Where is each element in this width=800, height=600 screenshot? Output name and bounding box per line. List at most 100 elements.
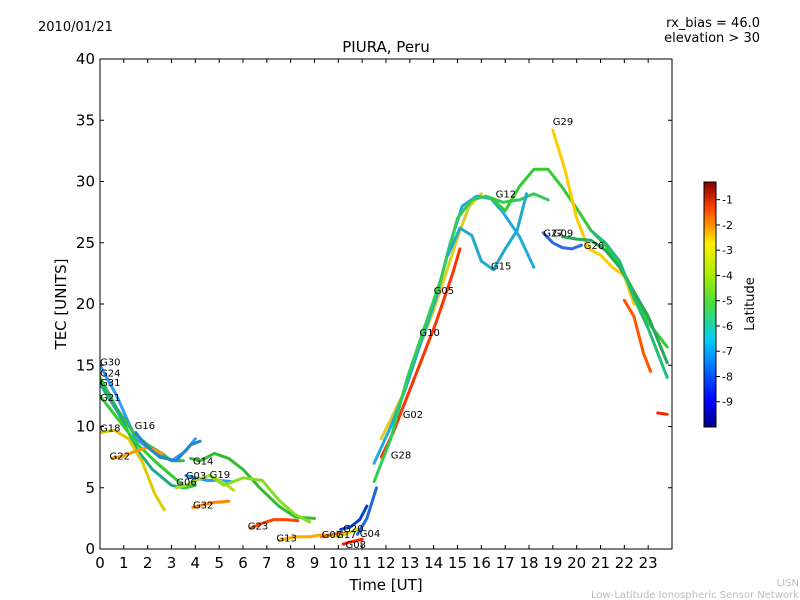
date-label: 2010/01/21: [38, 20, 113, 35]
sat-label-g13: G13: [276, 534, 296, 545]
sat-label-g03: G03: [186, 471, 206, 482]
sat-label-g20: G20: [343, 524, 363, 535]
x-tick-label: 22: [615, 554, 634, 572]
trace-g14: [189, 451, 316, 520]
x-tick-label: 9: [310, 554, 320, 572]
y-tick-label: 35: [76, 111, 95, 129]
trace-g08: [341, 537, 364, 546]
trace-g12: [491, 167, 669, 349]
trace-g21: [100, 394, 197, 490]
sat-label-g04: G04: [360, 529, 380, 540]
y-tick-label: 5: [85, 479, 95, 497]
sat-label-g31: G31: [100, 378, 120, 389]
y-tick-label: 30: [76, 173, 95, 191]
trace-g04: [355, 486, 378, 536]
trace-g23: [248, 518, 300, 530]
colorbar-tick-label: -7: [722, 345, 733, 358]
x-tick-label: 23: [639, 554, 658, 572]
sat-label-g06: G06: [176, 477, 196, 488]
trace-g05: [372, 192, 550, 484]
colorbar-tick-label: -8: [722, 370, 733, 383]
x-tick-label: 13: [400, 554, 419, 572]
sat-label-g09: G09: [553, 229, 573, 240]
elevation-label: elevation > 30: [664, 31, 760, 46]
colorbar-tick-label: -9: [722, 396, 733, 409]
sat-label-g14: G14: [193, 457, 213, 468]
sat-label-g02: G02: [403, 410, 423, 421]
colorbar-tick-label: -1: [722, 194, 733, 207]
trace-g17: [332, 527, 359, 539]
sat-label-g29: G29: [553, 117, 573, 128]
x-tick-label: 5: [214, 554, 224, 572]
rx-bias-label: rx_bias = 46.0: [666, 16, 760, 31]
x-tick-label: 10: [329, 554, 348, 572]
y-tick-label: 40: [76, 50, 95, 68]
sat-label-g12: G12: [496, 189, 516, 200]
x-tick-label: 6: [238, 554, 248, 572]
colorbar: [703, 181, 717, 428]
x-tick-label: 21: [591, 554, 610, 572]
x-tick-label: 20: [567, 554, 586, 572]
x-tick-label: 3: [167, 554, 177, 572]
x-tick-label: 16: [472, 554, 491, 572]
x-axis-label: Time [UT]: [348, 576, 422, 594]
trace-g16: [134, 431, 202, 463]
trace-g13: [277, 532, 326, 542]
x-tick-label: 8: [286, 554, 296, 572]
y-tick-label: 0: [85, 540, 95, 558]
colorbar-tick-label: -4: [722, 269, 733, 282]
sat-label-g16: G16: [135, 421, 155, 432]
colorbar-label: Latitude: [743, 277, 758, 331]
trace-t2: [656, 411, 669, 416]
x-tick-label: 18: [519, 554, 538, 572]
trace-g29: [551, 128, 636, 306]
footer-network: Low-Latitude Ionospheric Sensor Network: [591, 590, 799, 600]
x-tick-label: 15: [448, 554, 467, 572]
trace-g09: [560, 235, 669, 365]
colorbar-ticks: -1 -2 -3 -4 -5 -6 -7 -8 -9: [716, 194, 733, 409]
trace-t1: [622, 298, 653, 373]
y-tick-label: 10: [76, 418, 95, 436]
sat-label-g27: G27: [543, 229, 563, 240]
axis-ticks: 0 1 2 3 4 5 6 7 8 9 10 11 12 13 14 15 16 17 18 19 20 21 22 2305…: [76, 50, 672, 572]
x-tick-label: 12: [376, 554, 395, 572]
x-tick-label: 7: [262, 554, 272, 572]
y-tick-label: 15: [76, 356, 95, 374]
sat-label-g23: G23: [248, 521, 268, 532]
sat-label-g32: G32: [193, 501, 213, 512]
y-tick-label: 20: [76, 295, 95, 313]
colorbar-tick-label: -6: [722, 320, 733, 333]
sat-label-g15: G15: [491, 262, 511, 273]
sat-label-g21: G21: [100, 393, 120, 404]
chart-title: PIURA, Peru: [342, 38, 429, 56]
footer-lisn: LISN: [777, 578, 799, 589]
sat-label-g28: G28: [391, 450, 411, 461]
trace-g32: [191, 499, 231, 509]
y-tick-label: 25: [76, 234, 95, 252]
sat-label-g24: G24: [100, 368, 120, 379]
sat-label-g07: G07: [322, 530, 342, 541]
trace-g18: [100, 428, 166, 512]
trace-g27: [541, 231, 583, 251]
sat-label-g22: G22: [110, 452, 130, 463]
sat-label-g08: G08: [346, 540, 366, 551]
x-tick-label: 1: [119, 554, 129, 572]
sat-label-g30: G30: [100, 357, 120, 368]
colorbar-tick-label: -5: [722, 295, 733, 308]
y-axis-label: TEC [UNITS]: [52, 259, 70, 351]
sat-label-g05: G05: [434, 286, 454, 297]
x-tick-label: 0: [95, 554, 105, 572]
x-tick-label: 4: [191, 554, 201, 572]
x-tick-label: 17: [496, 554, 515, 572]
trace-g15: [446, 192, 529, 272]
colorbar-tick-label: -2: [722, 219, 733, 232]
x-tick-label: 11: [353, 554, 372, 572]
trace-g07: [320, 531, 347, 539]
x-tick-label: 14: [424, 554, 443, 572]
x-tick-label: 2: [143, 554, 153, 572]
sat-label-g17: G17: [336, 530, 356, 541]
trace-g20: [339, 504, 369, 531]
sat-label-g18: G18: [100, 423, 120, 434]
